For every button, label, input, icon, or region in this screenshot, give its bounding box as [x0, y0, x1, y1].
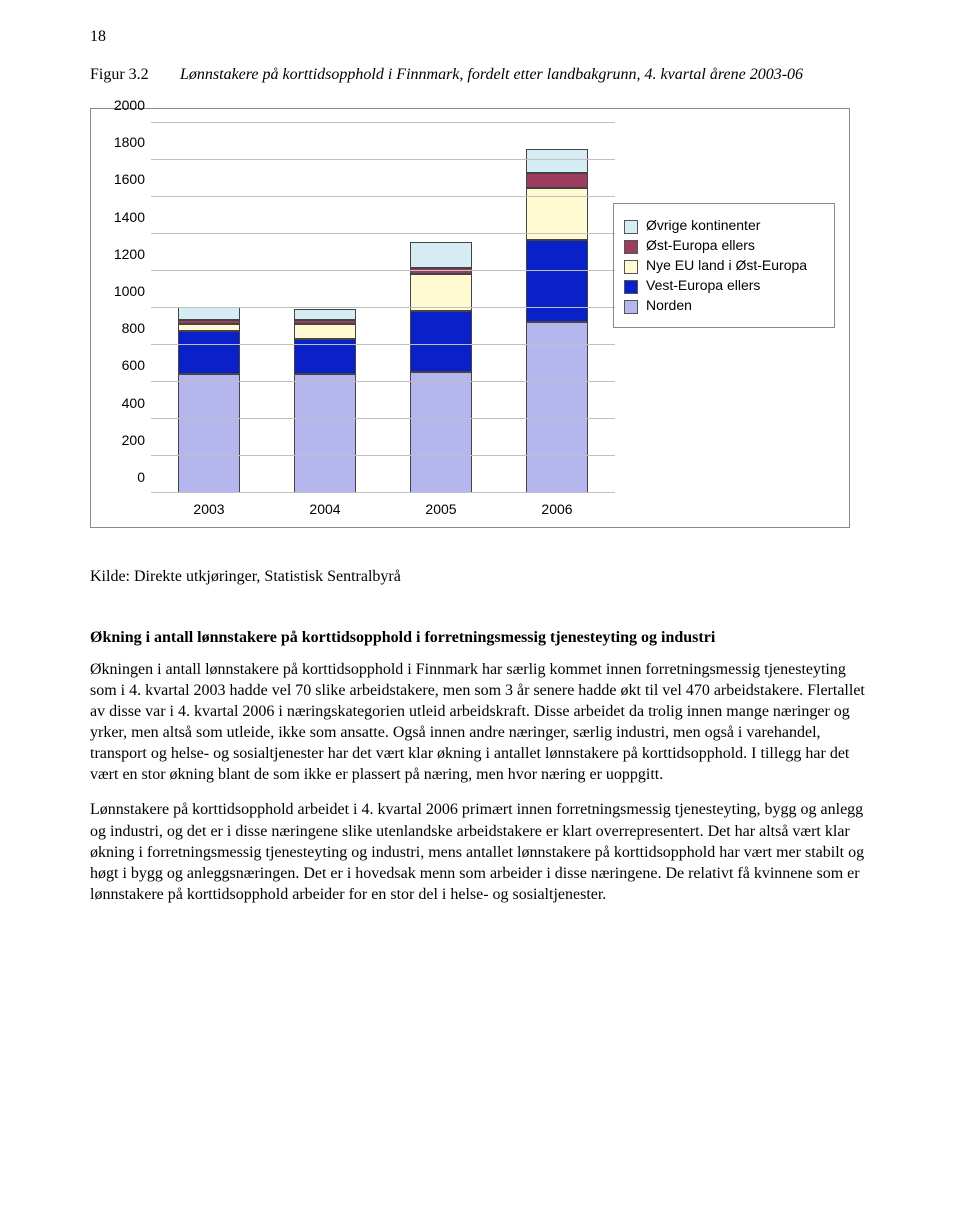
y-tick-label: 1800: [114, 134, 145, 150]
legend-item: Øvrige kontinenter: [624, 217, 824, 234]
y-tick-label: 800: [122, 320, 145, 336]
chart-plot: 0200400600800100012001400160018002000 20…: [105, 123, 835, 513]
page: 18 Figur 3.2 Lønnstakere på korttidsopph…: [0, 0, 960, 1210]
y-tick-label: 1400: [114, 209, 145, 225]
x-tick-label: 2004: [309, 501, 340, 517]
gridline: [151, 270, 615, 271]
y-tick-label: 2000: [114, 97, 145, 113]
figure-label: Figur 3.2: [90, 66, 180, 84]
gridline: [151, 307, 615, 308]
bar-segment: [178, 374, 240, 493]
gridline: [151, 344, 615, 345]
bar-segment: [294, 324, 356, 339]
bar-segment: [294, 374, 356, 493]
gridline: [151, 381, 615, 382]
figure-title: Lønnstakere på korttidsopphold i Finnmar…: [180, 66, 803, 84]
y-tick-label: 1600: [114, 171, 145, 187]
bar-segment: [178, 331, 240, 374]
body-paragraph: Økningen i antall lønnstakere på korttid…: [90, 659, 870, 786]
legend: Øvrige kontinenter Øst-Europa ellers Nye E…: [613, 203, 835, 328]
gridline: [151, 455, 615, 456]
bar-segment: [410, 311, 472, 372]
legend-label: Nye EU land i Øst-Europa: [646, 257, 807, 273]
legend-swatch: [624, 260, 638, 274]
legend-swatch: [624, 300, 638, 314]
legend-label: Øvrige kontinenter: [646, 217, 760, 233]
grid-area: [151, 123, 615, 493]
legend-label: Øst-Europa ellers: [646, 237, 755, 253]
x-tick-label: 2003: [193, 501, 224, 517]
bar-segment: [526, 240, 588, 322]
legend-item: Øst-Europa ellers: [624, 237, 824, 254]
bar-segment: [410, 372, 472, 493]
bar-segment: [526, 173, 588, 188]
gridline: [151, 418, 615, 419]
bar: [294, 309, 356, 493]
plot-area: 2003200420052006 Øvrige kontinenterØst-E…: [151, 123, 835, 513]
source-line: Kilde: Direkte utkjøringer, Statistisk S…: [90, 568, 870, 586]
legend-swatch: [624, 220, 638, 234]
bar-segment: [526, 149, 588, 173]
bar-segment: [178, 307, 240, 320]
legend-swatch: [624, 240, 638, 254]
bar: [526, 149, 588, 493]
gridline: [151, 233, 615, 234]
x-axis-labels: 2003 2004 2005 2006: [151, 501, 615, 517]
bar-segment: [294, 309, 356, 320]
subheading: Økning i antall lønnstakere på korttidso…: [90, 628, 870, 649]
chart: 0200400600800100012001400160018002000 20…: [90, 108, 850, 528]
x-tick-label: 2005: [425, 501, 456, 517]
y-axis: 0200400600800100012001400160018002000: [105, 123, 151, 513]
body-paragraph: Lønnstakere på korttidsopphold arbeidet …: [90, 799, 870, 905]
legend-label: Norden: [646, 297, 692, 313]
page-number: 18: [90, 28, 870, 46]
bar-segment: [410, 274, 472, 311]
figure-caption: Figur 3.2 Lønnstakere på korttidsopphold…: [90, 66, 870, 84]
y-tick-label: 600: [122, 357, 145, 373]
y-tick-label: 1000: [114, 283, 145, 299]
gridline: [151, 492, 615, 493]
y-tick-label: 1200: [114, 246, 145, 262]
y-tick-label: 400: [122, 395, 145, 411]
legend-item: Vest-Europa ellers: [624, 277, 824, 294]
y-tick-label: 0: [137, 469, 145, 485]
legend-label: Vest-Europa ellers: [646, 277, 760, 293]
bar: [178, 307, 240, 493]
bars-row: [151, 123, 615, 493]
gridline: [151, 122, 615, 123]
legend-swatch: [624, 280, 638, 294]
gridline: [151, 196, 615, 197]
y-tick-label: 200: [122, 432, 145, 448]
legend-item: Nye EU land i Øst-Europa: [624, 257, 824, 274]
bar-segment: [178, 324, 240, 331]
bar-segment: [526, 322, 588, 493]
legend-item: Norden: [624, 297, 824, 314]
bar-segment: [410, 242, 472, 268]
gridline: [151, 159, 615, 160]
x-tick-label: 2006: [541, 501, 572, 517]
